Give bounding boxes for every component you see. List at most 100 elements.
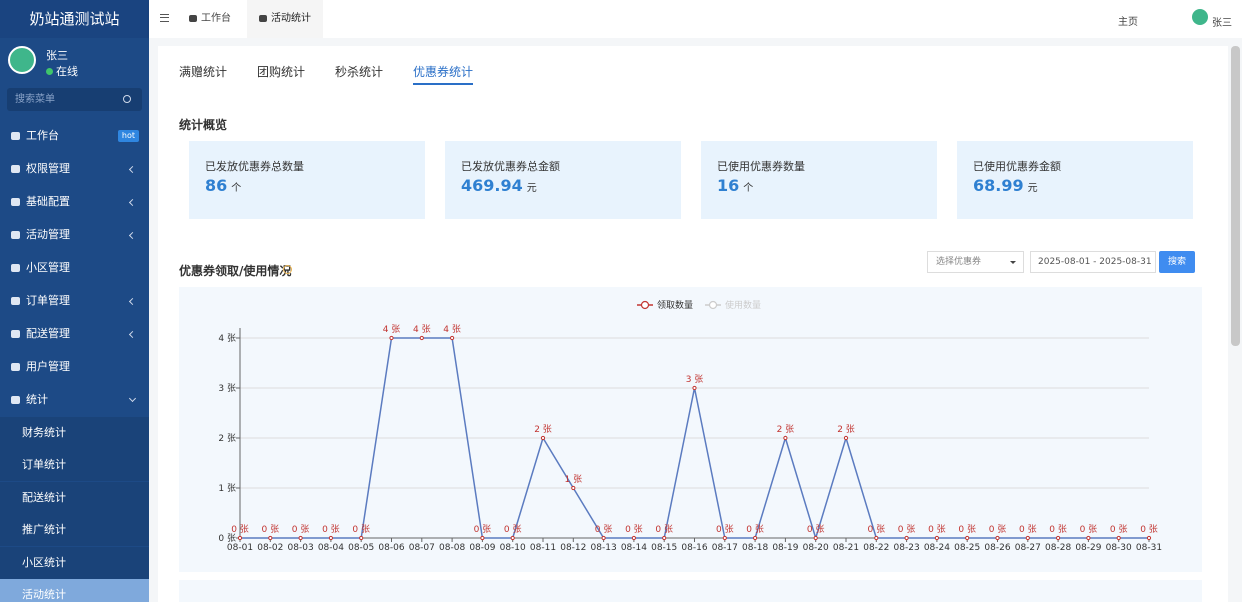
top-tab[interactable]: 工作台 [177, 0, 243, 38]
data-label: 4 张 [413, 324, 431, 335]
point [268, 535, 273, 541]
x-tick-label: 08-12 [560, 543, 586, 553]
menu-item[interactable]: 活动管理 [0, 219, 149, 251]
menu-item[interactable]: 用户管理 [0, 351, 149, 383]
point [237, 535, 243, 541]
point [1146, 535, 1152, 541]
menu-search[interactable]: 搜索菜单 [7, 88, 142, 111]
stat-label: 已发放优惠券总金额 [461, 160, 560, 173]
top-tab[interactable]: 活动统计 [247, 0, 323, 38]
help-icon[interactable] [283, 265, 292, 274]
point [753, 535, 758, 541]
menu-item[interactable]: 权限管理 [0, 153, 149, 185]
search-button[interactable]: 搜索 [1159, 251, 1195, 273]
data-label: 0 张 [1140, 524, 1158, 535]
menu-item[interactable]: 配送管理 [0, 318, 149, 350]
chevron [128, 330, 137, 339]
coupon-select[interactable]: 选择优惠券 [927, 251, 1024, 273]
point [813, 535, 818, 541]
page-tab[interactable]: 秒杀统计 [335, 65, 384, 79]
point [328, 535, 333, 541]
data-label: 0 张 [292, 524, 310, 535]
submenu-item[interactable]: 配送统计 [0, 481, 149, 514]
point [965, 535, 970, 541]
menu-item[interactable]: 订单管理 [0, 285, 149, 317]
x-tick-label: 08-20 [803, 543, 829, 553]
point [1025, 535, 1030, 541]
user-avatar[interactable] [1192, 9, 1208, 25]
data-label: 4 张 [443, 324, 461, 335]
y-tick-label: 0 张 [218, 533, 236, 544]
submenu-item[interactable]: 活动统计 [0, 579, 149, 602]
x-tick-label: 08-26 [984, 543, 1010, 553]
data-label: 0 张 [595, 524, 613, 535]
stat-value: 16 个 [717, 176, 754, 195]
data-label: 2 张 [837, 424, 855, 435]
stat-card: 已使用优惠券数量 16 个 [701, 141, 937, 219]
stat-label: 已使用优惠券金额 [973, 160, 1061, 173]
stat-unit: 元 [1027, 183, 1038, 194]
point [1056, 535, 1061, 541]
data-label: 4 张 [383, 324, 401, 335]
home-link[interactable]: 主页 [1118, 17, 1138, 28]
x-tick-label: 08-01 [227, 543, 253, 553]
stat-value: 68.99 元 [973, 176, 1038, 195]
chevron [128, 297, 137, 306]
page-tab[interactable]: 团购统计 [257, 65, 306, 79]
user-status: 在线 [46, 63, 78, 79]
stat-unit: 元 [526, 183, 537, 194]
stat-value: 86 个 [205, 176, 242, 195]
menu-item[interactable]: 工作台 hot [0, 120, 149, 152]
page-tab[interactable]: 满赠统计 [179, 65, 228, 79]
legend-marker [640, 300, 650, 310]
menu-item[interactable]: 统计 [0, 384, 149, 416]
stat-card: 已发放优惠券总金额 469.94 元 [445, 141, 681, 219]
legend-label[interactable]: 领取数量 [657, 299, 693, 311]
point [692, 385, 697, 391]
chart-box: 0 张 1 张 2 张 3 张 4 张 08-01 08-02 08-03 08-04 08-05… [179, 287, 1202, 572]
legend-label[interactable]: 使用数量 [725, 299, 761, 311]
x-tick-label: 08-15 [651, 543, 677, 553]
point [389, 335, 394, 341]
menu-item[interactable]: 基础配置 [0, 186, 149, 218]
page-tab[interactable]: 优惠券统计 [413, 63, 474, 85]
x-tick-label: 08-16 [681, 543, 707, 553]
data-label: 0 张 [716, 524, 734, 535]
point [571, 485, 576, 491]
data-label: 0 张 [352, 524, 370, 535]
menu-toggle[interactable] [160, 14, 169, 22]
scrollbar[interactable] [1231, 46, 1240, 346]
x-tick-label: 08-11 [530, 543, 556, 553]
x-tick-label: 08-07 [409, 543, 435, 553]
top-user[interactable]: 张三 [1212, 18, 1232, 29]
point [934, 535, 940, 541]
submenu-item[interactable]: 财务统计 [0, 416, 149, 449]
data-label: 0 张 [898, 524, 916, 535]
point [904, 535, 909, 541]
chevron [128, 198, 137, 207]
data-label: 1 张 [565, 474, 583, 485]
point [722, 535, 727, 541]
stat-unit: 个 [743, 183, 754, 194]
data-label: 0 张 [958, 524, 976, 535]
next-box [179, 580, 1202, 602]
x-tick-label: 08-18 [742, 543, 768, 553]
point [450, 335, 455, 341]
data-label: 0 张 [655, 524, 673, 535]
point [540, 435, 546, 441]
point [510, 535, 515, 541]
date-range[interactable]: 2025-08-01 - 2025-08-31 [1030, 251, 1156, 273]
submenu-item[interactable]: 订单统计 [0, 449, 149, 481]
submenu-item[interactable]: 推广统计 [0, 514, 149, 546]
x-tick-label: 08-03 [288, 543, 314, 553]
submenu-item[interactable]: 小区统计 [0, 546, 149, 579]
data-label: 0 张 [746, 524, 764, 535]
sidebar: 奶站通测试站 张三 在线 搜索菜单 工作台 hot 权限管理 基础配置 活动管理 小区管理… [0, 0, 149, 602]
menu-item[interactable]: 小区管理 [0, 252, 149, 284]
point [783, 435, 788, 441]
y-tick-label: 2 张 [218, 433, 236, 444]
x-tick-label: 08-04 [318, 543, 344, 553]
data-label: 0 张 [807, 524, 825, 535]
chevron [128, 231, 137, 240]
x-tick-label: 08-05 [348, 543, 374, 553]
